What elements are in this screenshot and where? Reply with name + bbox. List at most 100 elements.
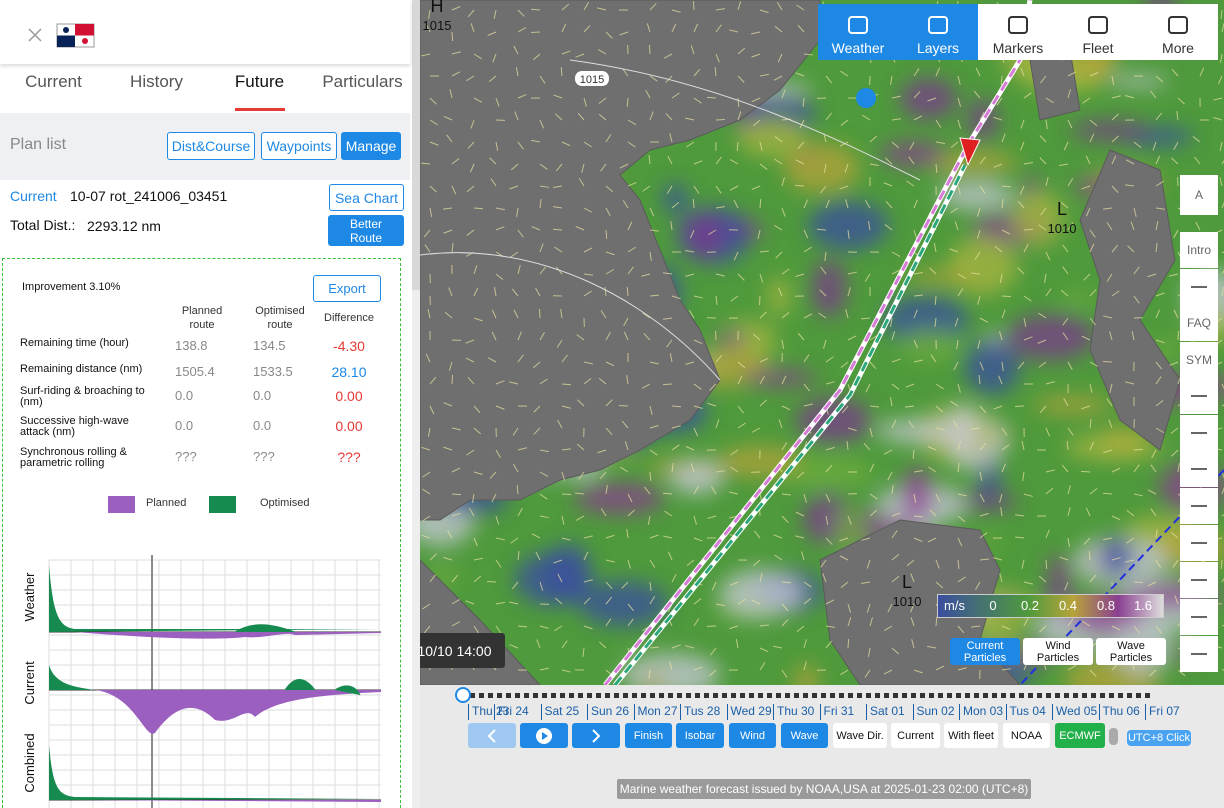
wind-arrow [773, 645, 783, 649]
timeline-date[interactable]: Thu 23 [468, 704, 514, 720]
toolbar-button[interactable]: Weather [818, 4, 898, 60]
tab[interactable]: Particulars [322, 72, 403, 91]
timeline-date[interactable]: Mon 27 [633, 704, 680, 720]
wind-arrow [1038, 361, 1047, 368]
timeline-date[interactable]: Thu 30 [773, 704, 819, 720]
toolbar-icon [1168, 16, 1188, 34]
wind-arrow [429, 185, 437, 193]
layer-button[interactable]: Finish [625, 723, 672, 748]
wind-arrow [1045, 529, 1050, 539]
wind-arrow [1044, 273, 1047, 283]
sidebar-button[interactable]: SYM [1180, 342, 1218, 378]
timeline-date[interactable]: Tus 28 [680, 704, 726, 720]
wind-arrow [1147, 581, 1157, 587]
timeline-date[interactable]: Sat 01 [866, 704, 912, 720]
layer-button[interactable]: NOAA [1003, 723, 1050, 748]
sidebar-icon[interactable] [1180, 488, 1218, 524]
sidebar-button[interactable]: A [1180, 175, 1218, 215]
layer-button[interactable]: Wave [781, 723, 828, 748]
sidebar-button[interactable]: FAQ [1180, 305, 1218, 341]
wind-arrow [847, 617, 852, 627]
playback-button[interactable] [520, 723, 568, 748]
toolbar-button[interactable]: More [1138, 4, 1218, 60]
wind-arrow [825, 356, 834, 363]
timeline-date[interactable]: Mon 03 [959, 704, 1005, 720]
timeline-date[interactable]: Thu 06 [1098, 704, 1145, 720]
wind-arrow [1089, 488, 1098, 495]
timeline-date[interactable]: Sun 02 [912, 704, 959, 720]
timeline-date[interactable]: Fri 07 [1145, 704, 1191, 720]
wind-arrow [1133, 625, 1141, 634]
wind-arrow [663, 535, 673, 539]
timeline-date[interactable]: Sun 26 [587, 704, 633, 720]
sidebar-icon[interactable] [1180, 415, 1218, 451]
sidebar-button[interactable]: Intro [1180, 232, 1218, 268]
particle-button[interactable]: Current Particles [950, 638, 1020, 665]
wind-arrow [627, 246, 636, 253]
wind-arrow [840, 361, 849, 369]
wind-arrow [487, 357, 497, 363]
pressure-label: L [902, 572, 912, 592]
toolbar-button[interactable]: Layers [898, 4, 978, 60]
better-route-button[interactable]: Better Route [328, 215, 404, 246]
sea-chart-button[interactable]: Sea Chart [329, 184, 404, 211]
wind-arrow [927, 645, 937, 649]
layer-button[interactable]: Isobar [676, 723, 724, 748]
timeline-date[interactable]: Fri 31 [819, 704, 866, 720]
timeline-date[interactable]: Tus 04 [1005, 704, 1052, 720]
field-blob [1011, 189, 1064, 247]
wind-arrow [1133, 448, 1144, 451]
wind-arrow [1089, 119, 1098, 127]
timezone-button[interactable]: UTC+8 Click [1127, 730, 1191, 746]
wind-arrow [774, 554, 783, 561]
tab[interactable]: Future [234, 72, 285, 91]
sidebar-icon[interactable] [1180, 269, 1218, 305]
plan-button[interactable]: Waypoints [261, 132, 337, 160]
toolbar-icon [1088, 16, 1108, 34]
ship-marker [959, 137, 981, 167]
wind-arrow [825, 625, 835, 628]
plan-button[interactable]: Manage [341, 132, 401, 160]
sidebar-icon[interactable] [1180, 562, 1218, 598]
timeline-date[interactable]: Wed 05 [1052, 704, 1098, 720]
sidebar-icon[interactable] [1180, 636, 1218, 672]
wind-arrow [781, 442, 788, 451]
wind-arrow [1001, 185, 1012, 188]
layer-button[interactable]: With fleet [944, 723, 998, 748]
track-dash [893, 693, 898, 698]
wind-arrow [935, 665, 945, 671]
wind-arrow [803, 639, 807, 649]
layer-button[interactable]: Wind [729, 723, 776, 748]
playback-button[interactable] [468, 723, 516, 748]
toggle[interactable] [1109, 728, 1118, 745]
wind-arrow [715, 603, 725, 607]
tab[interactable]: History [130, 72, 183, 91]
sidebar-icon[interactable] [1180, 451, 1218, 487]
wind-arrow [913, 669, 923, 674]
track-dash [1082, 693, 1087, 698]
layer-button[interactable]: Current [891, 723, 940, 748]
timeline-date[interactable]: Fri 24 [494, 704, 540, 720]
playback-button[interactable] [572, 723, 620, 748]
sidebar-icon[interactable] [1180, 378, 1218, 414]
sidebar-icon[interactable] [1180, 525, 1218, 561]
sidebar-icon[interactable] [1180, 599, 1218, 635]
wind-arrow [1001, 668, 1011, 671]
wind-arrow [619, 31, 629, 36]
layer-button[interactable]: ECMWF [1055, 723, 1105, 748]
export-button[interactable]: Export [313, 275, 381, 302]
particle-button[interactable]: Wave Particles [1096, 638, 1166, 665]
tab[interactable]: Current [25, 72, 82, 91]
layer-button[interactable]: Wave Dir. [833, 723, 887, 748]
wind-arrow [1001, 444, 1010, 451]
toolbar-button[interactable]: Fleet [1058, 4, 1138, 60]
particle-button[interactable]: Wind Particles [1023, 638, 1093, 665]
wind-arrow [553, 206, 563, 209]
wind-arrow [1221, 514, 1224, 517]
timeline-date[interactable]: Sat 25 [540, 704, 587, 720]
toolbar-button[interactable]: Markers [978, 4, 1058, 60]
wind-arrow [685, 273, 695, 277]
timeline-date[interactable]: Wed 29 [726, 704, 773, 720]
plan-button[interactable]: Dist&Course [167, 132, 255, 160]
isobar-pill [575, 71, 609, 86]
